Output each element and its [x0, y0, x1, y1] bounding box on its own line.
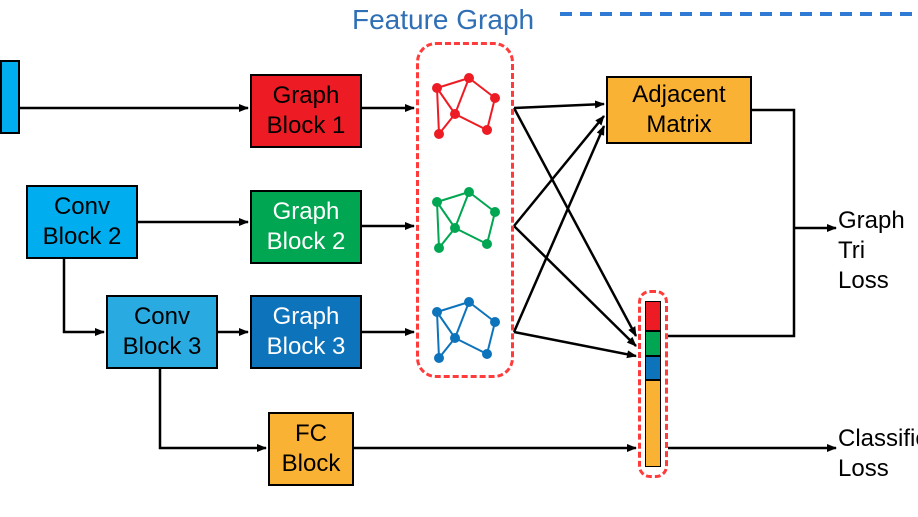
- graph-triplet-loss-label: Graph TriLoss: [838, 206, 918, 296]
- graph-block-3-label: GraphBlock 3: [267, 302, 346, 362]
- adjacent-matrix-block: AdjacentMatrix: [606, 76, 752, 144]
- graph-block-1-label: GraphBlock 1: [267, 81, 346, 141]
- feature-vector-segment: [645, 380, 661, 467]
- feature-vector-container: [638, 290, 668, 478]
- adjacent-matrix-label: AdjacentMatrix: [632, 80, 725, 140]
- feature-vector-segment: [645, 356, 661, 381]
- conv-block-3-label: ConvBlock 3: [123, 302, 202, 362]
- conv-block-2: ConvBlock 2: [26, 185, 138, 259]
- conv-block-2-label: ConvBlock 2: [43, 192, 122, 252]
- graph-block-1: GraphBlock 1: [250, 74, 362, 148]
- feature-graph-title: Feature Graph: [352, 4, 534, 36]
- feature-vector-segment: [645, 331, 661, 356]
- conv-block-1: [0, 60, 20, 134]
- graph-block-2: GraphBlock 2: [250, 190, 362, 264]
- conv-block-3: ConvBlock 3: [106, 295, 218, 369]
- feature-vector-segment: [645, 301, 661, 331]
- fc-block-label: FCBlock: [282, 419, 341, 479]
- graph-block-3: GraphBlock 3: [250, 295, 362, 369]
- feature-graph-container: [416, 42, 514, 378]
- classification-loss-label: ClassificatiLoss: [838, 424, 918, 484]
- fc-block: FCBlock: [268, 412, 354, 486]
- graph-block-2-label: GraphBlock 2: [267, 197, 346, 257]
